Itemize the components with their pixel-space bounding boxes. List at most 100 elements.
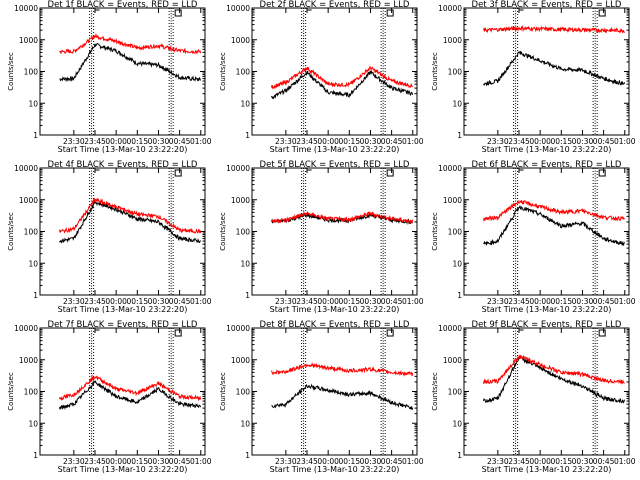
y-tick-label: 10: [240, 99, 250, 108]
y-tick-label: 1000: [443, 196, 462, 205]
x-tick-label: 01:00: [614, 297, 636, 306]
plot-frame: [251, 167, 418, 296]
y-tick-label: 1: [245, 291, 250, 300]
x-axis-label: Start Time (13-Mar-10 23:22:20): [482, 465, 612, 474]
series-line: [59, 197, 202, 234]
x-tick-label: 01:00: [190, 297, 212, 306]
series-line: [59, 43, 202, 83]
x-tick-label: 00:30: [360, 297, 382, 306]
y-tick-label: 10: [452, 99, 462, 108]
y-axis-label: Counts/sec: [7, 212, 15, 251]
x-tick-label: 00:30: [148, 137, 170, 146]
y-tick-label: 1: [457, 451, 462, 460]
x-tick-label: 23:30: [487, 297, 509, 306]
x-tick-label: 23:45: [508, 297, 530, 306]
plot-frame: [39, 327, 206, 456]
x-axis-label: Start Time (13-Mar-10 23:22:20): [270, 465, 400, 474]
x-tick-label: 00:15: [126, 297, 148, 306]
series-line: [59, 379, 202, 411]
marker-box: [386, 329, 394, 337]
x-tick-label: 23:45: [296, 297, 318, 306]
y-axis-label: Counts/sec: [219, 212, 227, 251]
y-tick-label: 10000: [438, 4, 462, 13]
x-axis-label: Start Time (13-Mar-10 23:22:20): [482, 305, 612, 314]
series-line: [483, 25, 626, 34]
x-tick-label: 00:00: [529, 297, 551, 306]
y-axis-label: Counts/sec: [431, 372, 439, 411]
y-axis-label: Counts/sec: [219, 52, 227, 91]
x-tick-label: 00:45: [381, 297, 403, 306]
y-tick-label: 10: [240, 259, 250, 268]
y-tick-label: 10: [452, 259, 462, 268]
series-line: [483, 200, 625, 222]
y-tick-label: 1000: [443, 36, 462, 45]
plot-frame: [463, 167, 630, 296]
y-axis-label: Counts/sec: [7, 52, 15, 91]
y-tick-label: 100: [236, 388, 251, 397]
chart-panel: Det 8f BLACK = Events, RED = LLD 1 10 100 10…: [219, 320, 424, 474]
marker-box: [386, 9, 394, 17]
x-tick-label: 23:30: [275, 137, 297, 146]
y-tick-label: 100: [448, 228, 463, 237]
chart-title: Det 9f BLACK = Events, RED = LLD: [472, 320, 622, 330]
series-line: [483, 205, 625, 246]
x-axis-label: Start Time (13-Mar-10 23:22:20): [270, 145, 400, 154]
x-tick-label: 01:00: [402, 137, 424, 146]
x-tick-label: 01:00: [614, 457, 636, 466]
y-tick-label: 10000: [226, 164, 250, 173]
x-tick-label: 01:00: [190, 457, 212, 466]
x-tick-label: 00:00: [317, 137, 339, 146]
y-tick-label: 100: [448, 68, 463, 77]
x-tick-label: 00:00: [317, 297, 339, 306]
y-tick-label: 100: [236, 228, 251, 237]
x-tick-label: 00:15: [126, 137, 148, 146]
x-tick-label: 00:30: [148, 297, 170, 306]
x-tick-label: 00:45: [169, 457, 191, 466]
x-tick-label: 00:15: [550, 297, 572, 306]
chart-title: Det 5f BLACK = Events, RED = LLD: [260, 160, 410, 170]
series-line: [483, 354, 625, 385]
y-tick-label: 1000: [19, 196, 38, 205]
y-tick-label: 1: [457, 291, 462, 300]
y-tick-label: 10: [240, 419, 250, 428]
x-tick-label: 00:45: [593, 137, 615, 146]
chart-title: Det 7f BLACK = Events, RED = LLD: [48, 320, 198, 330]
marker-box: [174, 169, 182, 177]
marker-box: [598, 169, 606, 177]
x-tick-label: 00:45: [381, 457, 403, 466]
y-tick-label: 1000: [231, 196, 250, 205]
y-tick-label: 100: [24, 228, 39, 237]
x-tick-label: 23:30: [275, 297, 297, 306]
chart-panel: Det 5f BLACK = Events, RED = LLD 1 10 100 10…: [219, 160, 424, 314]
chart-title: Det 2f BLACK = Events, RED = LLD: [260, 0, 410, 10]
x-tick-label: 23:45: [84, 457, 106, 466]
x-tick-label: 00:00: [105, 137, 127, 146]
series-line: [271, 383, 414, 410]
x-tick-label: 00:15: [338, 297, 360, 306]
y-tick-label: 1: [33, 451, 38, 460]
y-tick-label: 1: [245, 451, 250, 460]
y-axis-label: Counts/sec: [219, 372, 227, 411]
chart-title: Det 4f BLACK = Events, RED = LLD: [48, 160, 198, 170]
x-axis-label: Start Time (13-Mar-10 23:22:20): [270, 305, 400, 314]
y-tick-label: 1000: [19, 36, 38, 45]
y-tick-label: 1000: [443, 356, 462, 365]
y-tick-label: 100: [24, 68, 39, 77]
x-tick-label: 23:45: [84, 297, 106, 306]
y-tick-label: 10000: [438, 324, 462, 333]
chart-panel: Det 4f BLACK = Events, RED = LLD 1 10 100 10…: [7, 160, 212, 314]
chart-title: Det 1f BLACK = Events, RED = LLD: [48, 0, 198, 10]
x-tick-label: 23:30: [487, 137, 509, 146]
x-tick-label: 23:30: [63, 297, 85, 306]
x-tick-label: 23:45: [296, 457, 318, 466]
series-line: [59, 374, 202, 402]
y-tick-label: 10: [28, 259, 38, 268]
chart-panel: Det 1f BLACK = Events, RED = LLD 1 10 100 10…: [7, 0, 212, 154]
plot-frame: [463, 327, 630, 456]
series-line: [271, 210, 414, 225]
x-axis-label: Start Time (13-Mar-10 23:22:20): [58, 465, 188, 474]
series-line: [483, 355, 626, 404]
y-tick-label: 100: [448, 388, 463, 397]
x-tick-label: 00:30: [360, 457, 382, 466]
y-axis-label: Counts/sec: [7, 372, 15, 411]
